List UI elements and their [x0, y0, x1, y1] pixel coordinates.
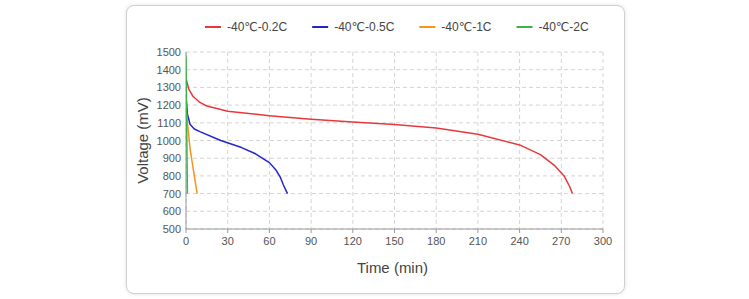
- x-tick: [186, 229, 187, 233]
- y-tick-label: 1300: [157, 81, 181, 93]
- grid-line: [603, 52, 604, 229]
- legend-label: -40℃-0.5C: [334, 20, 394, 34]
- legend-swatch: [419, 26, 435, 28]
- grid-line: [186, 140, 603, 141]
- x-tick: [519, 229, 520, 233]
- series-line: [186, 56, 187, 194]
- y-tick-label: 1200: [157, 99, 181, 111]
- x-tick-label: 60: [263, 235, 275, 247]
- x-tick: [269, 229, 270, 233]
- x-tick: [311, 229, 312, 233]
- x-tick: [227, 229, 228, 233]
- x-tick-label: 90: [305, 235, 317, 247]
- y-tick-label: 900: [163, 152, 181, 164]
- series-line: [186, 96, 287, 193]
- grid-line: [186, 175, 603, 176]
- legend-swatch: [205, 26, 221, 28]
- legend-label: -40℃-2C: [539, 20, 589, 34]
- x-tick-label: 0: [183, 235, 189, 247]
- y-axis-label: Voltage (mV): [134, 97, 151, 184]
- y-tick-label: 1400: [157, 64, 181, 76]
- x-tick: [603, 229, 604, 233]
- x-tick: [352, 229, 353, 233]
- y-tick-label: 600: [163, 205, 181, 217]
- x-tick-label: 300: [594, 235, 612, 247]
- grid-line: [394, 52, 395, 229]
- card: [126, 5, 625, 294]
- x-tick-label: 240: [510, 235, 528, 247]
- y-tick-label: 1000: [157, 135, 181, 147]
- grid-line: [519, 52, 520, 229]
- x-tick: [477, 229, 478, 233]
- y-axis: [186, 52, 187, 229]
- legend-label: -40℃-1C: [441, 20, 491, 34]
- x-tick: [436, 229, 437, 233]
- grid-line: [227, 52, 228, 229]
- chart: 500 600 700 800 900 1000 1100 1200 1300 1400 1500 0…: [0, 0, 749, 299]
- y-tick-label: 700: [163, 188, 181, 200]
- x-tick-label: 150: [385, 235, 403, 247]
- y-tick-label: 1100: [157, 117, 181, 129]
- x-tick-label: 120: [344, 235, 362, 247]
- y-tick-label: 500: [163, 223, 181, 235]
- grid-line: [186, 52, 187, 229]
- grid-line: [186, 211, 603, 212]
- x-tick-label: 210: [469, 235, 487, 247]
- grid-line: [561, 52, 562, 229]
- x-tick-label: 30: [222, 235, 234, 247]
- legend-swatch: [312, 26, 328, 28]
- x-tick-label: 270: [552, 235, 570, 247]
- series-line: [186, 79, 572, 194]
- grid-line: [311, 52, 312, 229]
- x-tick: [394, 229, 395, 233]
- plot-area: [186, 56, 572, 194]
- grid-line: [436, 52, 437, 229]
- y-tick-label: 800: [163, 170, 181, 182]
- grid-line: [477, 52, 478, 229]
- x-tick-label: 180: [427, 235, 445, 247]
- grid-line: [352, 52, 353, 229]
- grid-line: [269, 52, 270, 229]
- legend-swatch: [517, 26, 533, 28]
- legend-label: -40℃-0.2C: [227, 20, 287, 34]
- x-axis-label: Time (min): [357, 259, 428, 276]
- x-tick: [561, 229, 562, 233]
- y-tick-label: 1500: [157, 46, 181, 58]
